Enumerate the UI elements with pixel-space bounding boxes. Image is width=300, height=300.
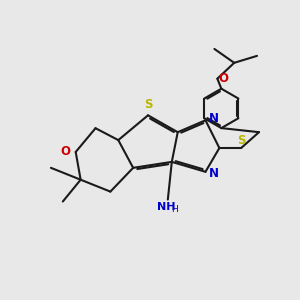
Text: NH: NH xyxy=(157,202,176,212)
Text: N: N xyxy=(208,167,218,180)
Text: S: S xyxy=(144,98,152,112)
Text: O: O xyxy=(60,146,70,158)
Text: O: O xyxy=(219,72,229,85)
Text: S: S xyxy=(237,134,245,146)
Text: N: N xyxy=(208,112,218,125)
Text: H: H xyxy=(171,206,178,214)
